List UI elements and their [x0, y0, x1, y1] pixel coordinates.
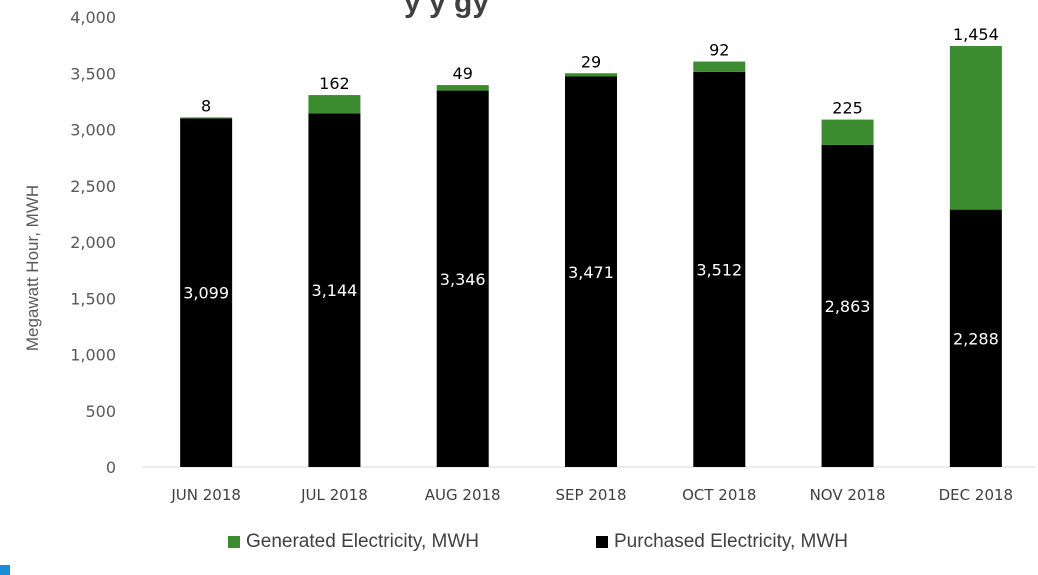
bar-purchased	[180, 118, 233, 468]
data-label-purchased: 3,099	[183, 284, 229, 303]
legend-swatch-purchased	[596, 536, 608, 548]
data-label-generated: 8	[201, 96, 211, 115]
bar-purchased	[308, 113, 361, 468]
legend-label-purchased: Purchased Electricity, MWH	[614, 531, 849, 552]
data-label-purchased: 2,863	[825, 297, 871, 316]
data-label-purchased: 3,144	[312, 281, 358, 300]
y-tick-label: 3,000	[70, 121, 116, 140]
bar-generated	[565, 73, 617, 77]
bar-purchased	[565, 76, 617, 467]
y-tick-label: 4,000	[70, 8, 116, 27]
bar-purchased	[949, 209, 1002, 467]
y-tick-label: 1,500	[70, 289, 116, 308]
bar-generated	[308, 95, 361, 114]
corner-marker	[0, 565, 10, 575]
x-tick-label: JUL 2018	[300, 486, 368, 504]
legend-item-generated: Generated Electricity, MWH	[228, 531, 479, 553]
legend-label-generated: Generated Electricity, MWH	[246, 531, 479, 552]
chart-title: y y gy	[404, 0, 489, 19]
bar-generated	[821, 119, 874, 145]
data-label-generated: 49	[453, 64, 473, 83]
bar-generated	[693, 61, 746, 72]
data-label-generated: 29	[581, 52, 601, 71]
x-tick-label: SEP 2018	[556, 486, 627, 504]
bars-group: 3,099 8 3,144 162 3,346 49 3,471 29 3,512 92 2,863…	[180, 25, 1002, 468]
legend-swatch-generated	[228, 536, 240, 548]
x-tick-label: AUG 2018	[425, 486, 501, 504]
data-label-generated: 225	[832, 99, 863, 118]
data-label-purchased: 3,512	[696, 260, 742, 279]
bar-generated	[949, 46, 1002, 210]
data-label-generated: 162	[319, 74, 350, 93]
bar-generated	[180, 117, 233, 119]
x-tick-label: NOV 2018	[810, 486, 886, 504]
bar-purchased	[693, 71, 746, 468]
bar-purchased	[436, 90, 489, 467]
y-tick-label: 2,500	[70, 177, 116, 196]
x-tick-label: OCT 2018	[682, 486, 756, 504]
bar-purchased	[821, 144, 874, 467]
data-label-generated: 1,454	[953, 25, 999, 44]
y-tick-label: 2,000	[70, 233, 116, 252]
x-axis-ticks: JUN 2018 JUL 2018 AUG 2018 SEP 2018 OCT 2018…	[170, 486, 1013, 504]
data-label-purchased: 3,471	[568, 263, 614, 282]
data-label-purchased: 3,346	[440, 270, 486, 289]
bar-generated	[436, 85, 489, 91]
y-tick-label: 500	[85, 402, 116, 421]
x-tick-label: JUN 2018	[170, 486, 241, 504]
data-label-purchased: 2,288	[953, 329, 999, 348]
x-tick-label: DEC 2018	[939, 486, 1013, 504]
data-label-generated: 92	[709, 41, 729, 60]
y-axis-label: Megawatt Hour, MWH	[23, 185, 42, 351]
y-tick-label: 0	[106, 458, 116, 477]
y-tick-label: 3,500	[70, 64, 116, 83]
legend-item-purchased: Purchased Electricity, MWH	[596, 531, 848, 553]
y-axis-ticks: 0 500 1,000 1,500 2,000 2,500 3,000 3,500 4,000	[70, 8, 116, 477]
y-tick-label: 1,000	[70, 346, 116, 365]
